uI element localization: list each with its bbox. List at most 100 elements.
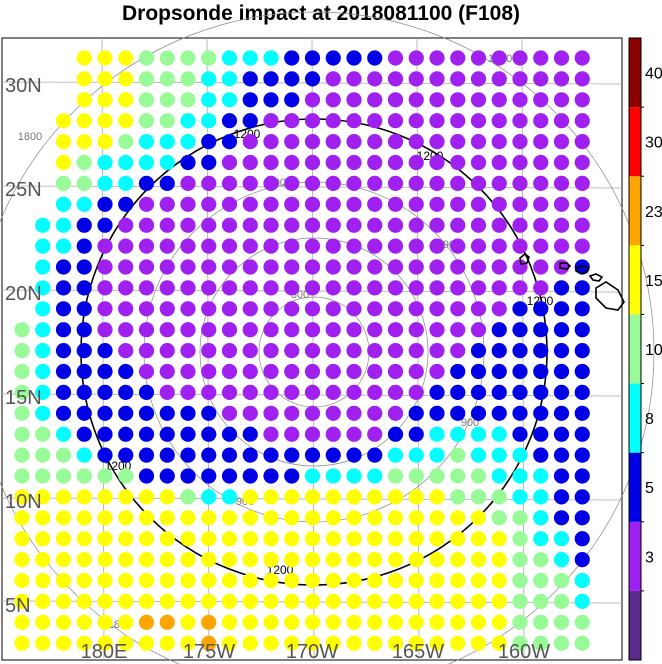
impact-dot (118, 489, 134, 505)
impact-dot (138, 175, 155, 191)
impact-dot (553, 447, 570, 463)
impact-dot (284, 50, 300, 66)
impact-dot (76, 280, 92, 296)
impact-dot (242, 217, 258, 233)
impact-dot (138, 113, 155, 129)
impact-dot (159, 113, 175, 129)
impact-dot (221, 363, 238, 380)
impact-dot (387, 405, 404, 421)
impact-dot (221, 259, 238, 275)
impact-dot (159, 468, 175, 484)
impact-dot (284, 175, 300, 191)
impact-dot (138, 405, 155, 421)
impact-dot (118, 614, 134, 630)
impact-dot (325, 593, 341, 610)
impact-dot (221, 301, 238, 317)
impact-dot (553, 510, 570, 526)
impact-dot (429, 426, 445, 442)
impact-dot (574, 301, 590, 317)
impact-dot (574, 280, 590, 296)
impact-dot (221, 71, 238, 87)
impact-dot (242, 280, 258, 296)
impact-dot (263, 405, 279, 421)
impact-dot (221, 154, 238, 171)
impact-dot (408, 384, 424, 400)
impact-dot (118, 134, 134, 150)
impact-dot (201, 217, 217, 233)
impact-dot (387, 134, 404, 150)
impact-dot (35, 572, 51, 589)
impact-dot (491, 301, 507, 317)
impact-dot (470, 531, 487, 547)
impact-dot (346, 154, 362, 171)
impact-dot (325, 447, 341, 463)
impact-dot (221, 552, 238, 568)
impact-dot (304, 134, 321, 150)
impact-dot (55, 322, 72, 338)
impact-dot (263, 489, 279, 505)
impact-dot (55, 154, 72, 171)
impact-dot (574, 426, 590, 442)
impact-dot (304, 113, 321, 129)
impact-dot (263, 343, 279, 359)
impact-dot (118, 259, 134, 275)
island-outline (559, 262, 572, 270)
latitude-tick-label: 30N (5, 75, 42, 97)
impact-dot (180, 552, 196, 568)
impact-dot (553, 280, 570, 296)
impact-dot (470, 175, 487, 191)
impact-dot (118, 280, 134, 296)
impact-dot (346, 489, 362, 505)
impact-dot (533, 134, 549, 150)
impact-dot (325, 614, 341, 630)
impact-dot (201, 489, 217, 505)
impact-dot (180, 426, 196, 442)
impact-dot (408, 301, 424, 317)
impact-dot (242, 238, 258, 254)
impact-dot (450, 572, 466, 589)
impact-dot (118, 113, 134, 129)
impact-dot (367, 175, 383, 191)
impact-dot (408, 113, 424, 129)
impact-dot (242, 301, 258, 317)
impact-dot (429, 447, 445, 463)
impact-dot (97, 113, 113, 129)
impact-dot (304, 489, 321, 505)
impact-dot (14, 635, 30, 651)
impact-dot (553, 322, 570, 338)
impact-dot (346, 363, 362, 380)
latitude-tick-label: 20N (5, 283, 42, 305)
impact-dot (553, 217, 570, 233)
colorbar-segment (629, 383, 641, 453)
impact-dot (242, 322, 258, 338)
impact-dot (325, 384, 341, 400)
impact-dot (533, 468, 549, 484)
impact-dot (429, 134, 445, 150)
impact-dot (429, 614, 445, 630)
impact-dot (574, 593, 590, 610)
impact-dot (304, 92, 321, 108)
impact-dot (450, 384, 466, 400)
impact-dot (180, 343, 196, 359)
impact-dot (138, 572, 155, 589)
impact-dot (346, 301, 362, 317)
colorbar-segment (629, 107, 641, 177)
impact-dot (118, 468, 134, 484)
impact-dot (138, 614, 155, 630)
impact-dot (553, 531, 570, 547)
impact-dot (263, 572, 279, 589)
impact-dot (491, 468, 507, 484)
impact-dot (325, 259, 341, 275)
impact-dot (97, 217, 113, 233)
latitude-tick-label: 25N (5, 179, 42, 201)
impact-dot (284, 468, 300, 484)
impact-dot (97, 552, 113, 568)
impact-dot (118, 593, 134, 610)
impact-dot (97, 92, 113, 108)
impact-dot (118, 531, 134, 547)
impact-dot (35, 217, 51, 233)
chart-title: Dropsonde impact at 2018081100 (F108) (122, 2, 520, 25)
colorbar-segment (629, 176, 641, 246)
impact-dot (263, 447, 279, 463)
colorbar-label: 5 (645, 480, 654, 497)
